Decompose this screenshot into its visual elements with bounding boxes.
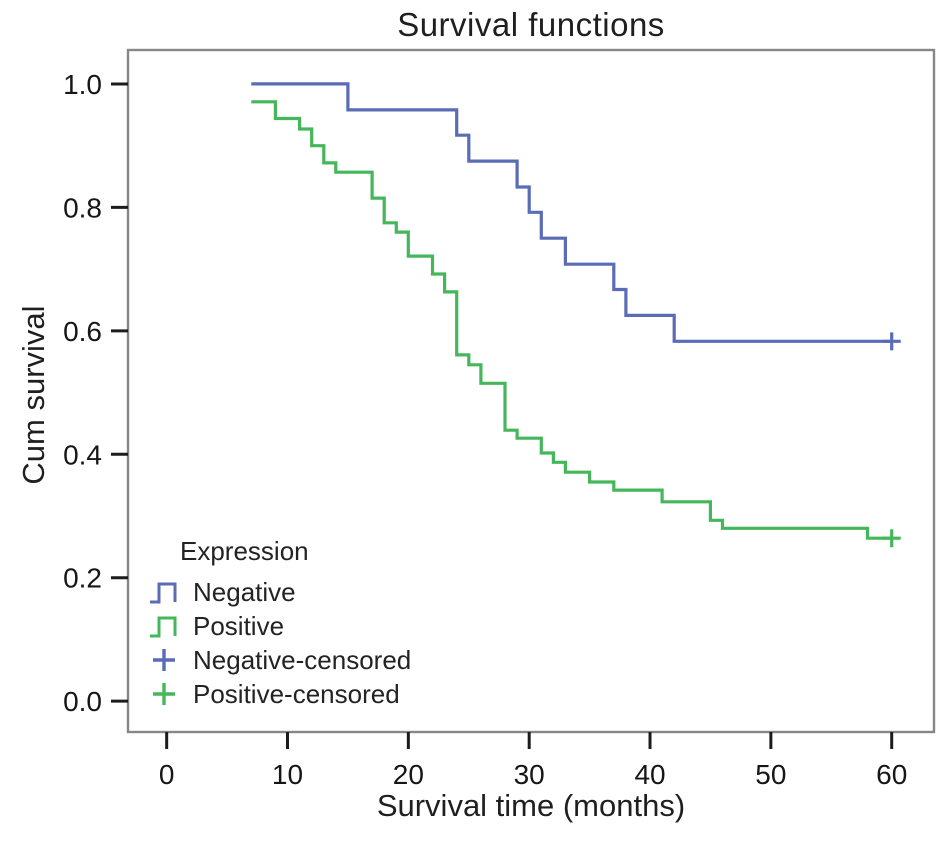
x-tick-label: 30	[514, 759, 545, 790]
x-tick-label: 50	[755, 759, 786, 790]
chart-title: Survival functions	[397, 6, 665, 43]
x-axis-label: Survival time (months)	[376, 788, 686, 823]
y-tick-label: 0.4	[63, 439, 102, 470]
censor-mark-negative	[882, 332, 901, 351]
legend-item-negative: Negative	[148, 575, 411, 609]
x-tick-label: 40	[634, 759, 665, 790]
legend-label-positive-censored: Positive-censored	[193, 678, 400, 709]
y-tick-label: 0.0	[63, 686, 102, 717]
legend-item-positive-censored: Positive-censored	[148, 677, 411, 711]
x-tick-label: 60	[876, 759, 907, 790]
step-symbol-icon	[150, 616, 177, 638]
legend-title: Expression	[180, 536, 309, 566]
legend: Expression Negative Positive Negative-ce…	[148, 537, 411, 711]
legend-label-negative-censored: Negative-censored	[193, 644, 412, 675]
y-tick-label: 0.8	[63, 192, 102, 223]
x-tick-label: 10	[272, 759, 303, 790]
legend-item-positive: Positive	[148, 609, 411, 643]
censor-mark-positive	[882, 529, 901, 548]
plus-symbol-icon	[153, 683, 175, 705]
y-tick-label: 0.2	[63, 563, 102, 594]
y-axis-label: Cum survival	[16, 305, 51, 485]
legend-label-negative: Negative	[193, 576, 296, 607]
y-tick-label: 1.0	[63, 69, 102, 100]
step-symbol-icon	[150, 582, 177, 604]
y-tick-label: 0.6	[63, 316, 102, 347]
legend-item-negative-censored: Negative-censored	[148, 643, 411, 677]
x-tick-label: 0	[159, 759, 175, 790]
survival-curve-negative	[251, 82, 892, 343]
plus-symbol-icon	[153, 649, 175, 671]
plot-area	[126, 48, 936, 734]
legend-label-positive: Positive	[193, 610, 285, 641]
survival-curve-positive	[251, 100, 892, 540]
x-tick-label: 20	[393, 759, 424, 790]
